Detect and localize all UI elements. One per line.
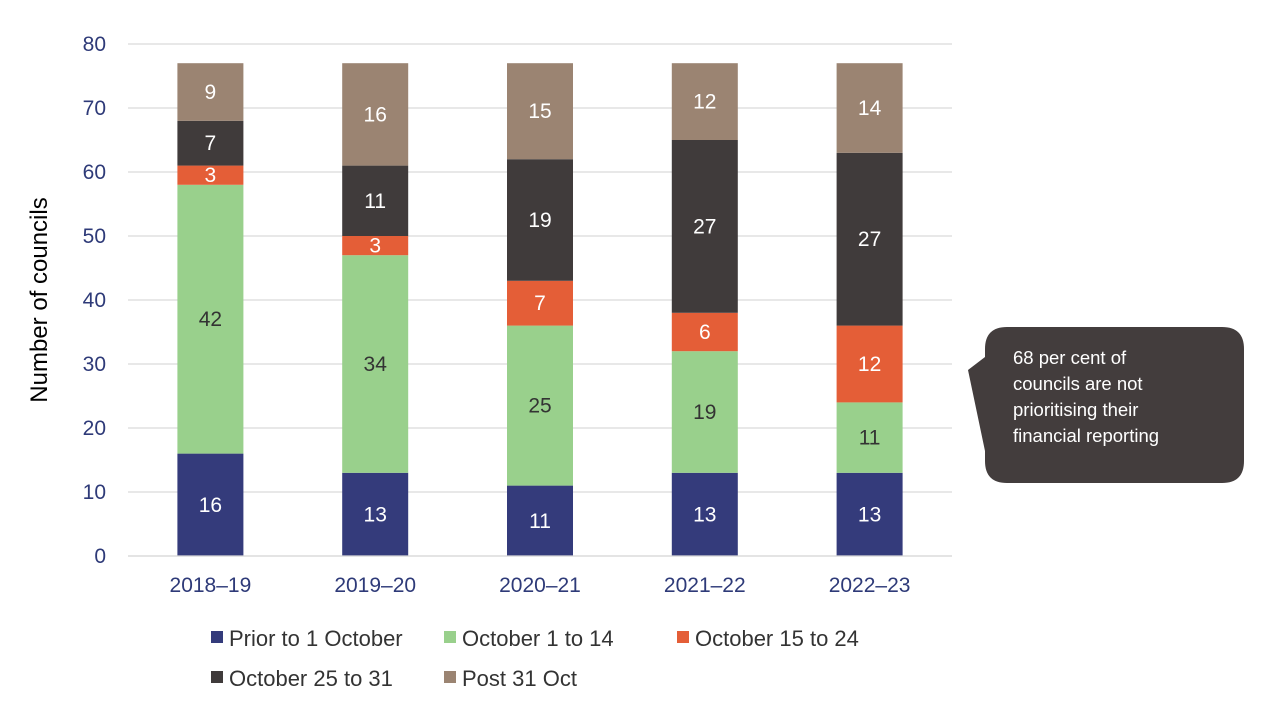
legend-label: Post 31 Oct xyxy=(462,666,577,691)
bar-segment xyxy=(342,255,409,473)
data-label: 25 xyxy=(528,395,551,418)
bar-segment xyxy=(836,63,903,153)
legend-label: October 15 to 24 xyxy=(695,626,859,651)
legend-label: October 1 to 14 xyxy=(462,626,614,651)
x-tick-label: 2019–20 xyxy=(334,574,416,597)
data-label: 7 xyxy=(205,132,217,155)
bar-segment xyxy=(342,472,409,556)
data-label: 42 xyxy=(199,308,222,331)
bar-segment xyxy=(342,63,409,166)
data-label: 11 xyxy=(364,190,386,213)
legend-swatch xyxy=(211,631,223,643)
data-label: 11 xyxy=(529,510,551,533)
bar-segment xyxy=(671,351,738,473)
bar-segment xyxy=(507,159,573,281)
callout-bubble xyxy=(968,327,1244,483)
callout-line: 68 per cent of xyxy=(1013,347,1127,368)
y-tick-label: 80 xyxy=(83,33,106,56)
bar-segment xyxy=(177,184,244,454)
callout-text: 68 per cent of councils are not prioriti… xyxy=(1013,345,1228,449)
callout-line: councils are not xyxy=(1013,373,1143,394)
callout-line: prioritising their xyxy=(1013,399,1139,420)
bar-segment xyxy=(177,453,244,556)
y-tick-label: 40 xyxy=(83,289,106,312)
data-label: 12 xyxy=(858,353,881,376)
bar-segment xyxy=(836,402,903,473)
callout-line: financial reporting xyxy=(1013,425,1160,446)
y-tick-label: 20 xyxy=(83,417,106,440)
y-axis-title: Number of councils xyxy=(26,197,53,402)
bar-segment xyxy=(507,280,573,326)
data-label: 13 xyxy=(364,503,387,526)
bar-segment xyxy=(507,325,573,486)
bar-segment xyxy=(342,236,409,256)
data-label: 27 xyxy=(693,215,716,238)
data-label: 9 xyxy=(205,81,217,104)
data-label: 19 xyxy=(528,209,551,232)
bar-segment xyxy=(177,165,244,185)
data-label: 14 xyxy=(858,97,882,120)
bar-segment xyxy=(177,63,244,121)
legend-swatch xyxy=(677,631,689,643)
data-label: 3 xyxy=(369,235,381,258)
legend-label: October 25 to 31 xyxy=(229,666,393,691)
legend-label: Prior to 1 October xyxy=(229,626,403,651)
data-label: 6 xyxy=(699,321,711,344)
bar-segment xyxy=(836,472,903,556)
data-label: 11 xyxy=(859,427,881,450)
bar-segment xyxy=(836,325,903,403)
x-tick-label: 2020–21 xyxy=(499,574,581,597)
data-label: 15 xyxy=(528,100,551,123)
bar-segment xyxy=(507,63,573,160)
y-tick-label: 50 xyxy=(83,225,106,248)
legend-swatch xyxy=(444,631,456,643)
bar-segment xyxy=(671,472,738,556)
x-tick-label: 2022–23 xyxy=(829,574,911,597)
y-tick-label: 10 xyxy=(83,481,106,504)
bar-segment xyxy=(671,140,738,313)
data-label: 27 xyxy=(858,228,881,251)
data-label: 16 xyxy=(364,103,387,126)
bar-segment xyxy=(342,165,409,236)
data-label: 13 xyxy=(693,503,716,526)
bar-segment xyxy=(671,63,738,141)
data-label: 16 xyxy=(199,494,222,517)
data-label: 7 xyxy=(534,292,546,315)
data-label: 34 xyxy=(364,353,388,376)
y-tick-label: 30 xyxy=(83,353,106,376)
x-tick-label: 2018–19 xyxy=(170,574,252,597)
data-label: 13 xyxy=(858,503,881,526)
legend-swatch xyxy=(444,671,456,683)
y-tick-label: 0 xyxy=(94,545,106,568)
legend-swatch xyxy=(211,671,223,683)
x-tick-label: 2021–22 xyxy=(664,574,746,597)
data-label: 19 xyxy=(693,401,716,424)
bar-segment xyxy=(671,312,738,352)
bar-segment xyxy=(177,120,244,166)
y-tick-label: 70 xyxy=(83,97,106,120)
bar-segment xyxy=(507,485,573,556)
data-label: 12 xyxy=(693,91,716,114)
y-tick-label: 60 xyxy=(83,161,106,184)
bar-segment xyxy=(836,152,903,326)
data-label: 3 xyxy=(205,164,217,187)
